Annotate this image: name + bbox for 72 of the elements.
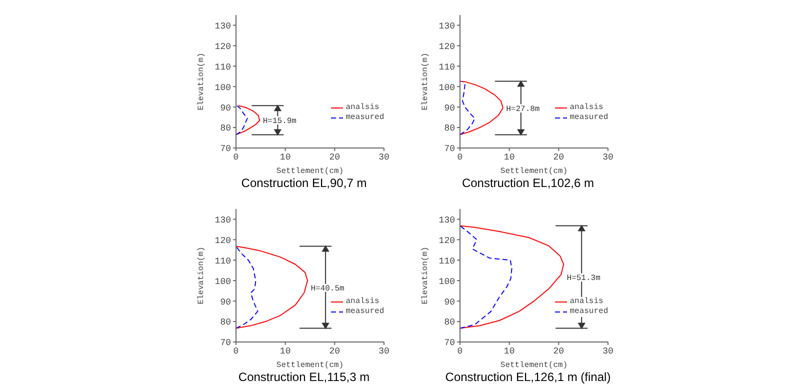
x-tick-label: 20 bbox=[553, 152, 564, 162]
y-tick-label: 70 bbox=[444, 144, 455, 154]
legend-label: analsis bbox=[346, 296, 380, 307]
x-tick-label: 10 bbox=[280, 152, 291, 162]
y-tick-label: 130 bbox=[214, 215, 231, 226]
x-tick-label: 10 bbox=[504, 346, 515, 356]
line-series bbox=[236, 246, 258, 329]
y-tick-label: 120 bbox=[438, 42, 455, 52]
x-tick-label: 30 bbox=[378, 152, 390, 162]
y-tick-label: 130 bbox=[438, 21, 455, 32]
x-tick-label: 0 bbox=[233, 346, 239, 356]
y-axis-title: Elevation(m) bbox=[421, 52, 430, 110]
legend-label: measured bbox=[346, 306, 384, 317]
y-tick-label: 130 bbox=[214, 21, 231, 32]
line-series bbox=[460, 225, 564, 329]
y-tick-label: 110 bbox=[214, 256, 231, 266]
line-series bbox=[236, 246, 308, 329]
y-tick-label: 70 bbox=[220, 338, 231, 348]
y-tick-label: 130 bbox=[438, 215, 455, 226]
y-tick-label: 110 bbox=[438, 256, 455, 266]
y-tick-label: 90 bbox=[444, 297, 455, 308]
y-tick-label: 100 bbox=[214, 276, 231, 287]
x-tick-label: 0 bbox=[457, 346, 463, 356]
x-tick-label: 30 bbox=[602, 346, 614, 356]
y-tick-label: 110 bbox=[214, 62, 231, 72]
line-series bbox=[460, 80, 504, 136]
line-series bbox=[236, 104, 248, 136]
text: Construction EL,90,7 m bbox=[240, 176, 368, 190]
text: Construction EL,126,1 m (final) bbox=[444, 370, 612, 384]
x-axis-title: Settlement(cm) bbox=[500, 167, 568, 176]
x-axis-title: Settlement(cm) bbox=[276, 167, 344, 176]
x-tick-label: 0 bbox=[233, 152, 239, 162]
legend-label: measured bbox=[570, 306, 608, 317]
y-tick-label: 80 bbox=[220, 124, 231, 134]
y-tick-label: 110 bbox=[438, 62, 455, 72]
y-axis-title: Elevation(m) bbox=[197, 246, 206, 304]
y-tick-label: 80 bbox=[444, 318, 455, 328]
y-tick-label: 120 bbox=[214, 42, 231, 52]
y-tick-label: 100 bbox=[438, 276, 455, 287]
text: Construction EL,115,3 m bbox=[237, 370, 371, 384]
legend-label: analsis bbox=[570, 296, 604, 307]
legend-label: measured bbox=[346, 112, 384, 123]
x-axis-title: Settlement(cm) bbox=[276, 361, 344, 370]
x-tick-label: 10 bbox=[280, 346, 291, 356]
y-tick-label: 100 bbox=[214, 82, 231, 93]
y-tick-label: 70 bbox=[220, 144, 231, 154]
line-series bbox=[236, 105, 260, 136]
x-tick-label: 20 bbox=[329, 346, 340, 356]
y-tick-label: 120 bbox=[438, 236, 455, 246]
y-tick-label: 70 bbox=[444, 338, 455, 348]
text: Construction EL,102,6 m bbox=[460, 176, 596, 190]
y-tick-label: 90 bbox=[444, 103, 455, 114]
x-tick-label: 30 bbox=[602, 152, 614, 162]
line-series bbox=[460, 225, 512, 329]
x-tick-label: 20 bbox=[553, 346, 564, 356]
x-tick-label: 30 bbox=[378, 346, 390, 356]
legend-label: measured bbox=[570, 112, 608, 123]
y-tick-label: 80 bbox=[220, 318, 231, 328]
x-tick-label: 20 bbox=[329, 152, 340, 162]
y-tick-label: 120 bbox=[214, 236, 231, 246]
legend-label: analsis bbox=[570, 102, 604, 113]
x-tick-label: 10 bbox=[504, 152, 515, 162]
y-tick-label: 90 bbox=[220, 297, 231, 308]
x-axis-title: Settlement(cm) bbox=[500, 361, 568, 370]
y-axis-title: Elevation(m) bbox=[421, 246, 430, 304]
y-tick-label: 100 bbox=[438, 82, 455, 93]
y-tick-label: 90 bbox=[220, 103, 231, 114]
legend-label: analsis bbox=[346, 102, 380, 113]
x-tick-label: 0 bbox=[457, 152, 463, 162]
y-axis-title: Elevation(m) bbox=[197, 52, 206, 110]
line-series bbox=[460, 80, 476, 136]
y-tick-label: 80 bbox=[444, 124, 455, 134]
